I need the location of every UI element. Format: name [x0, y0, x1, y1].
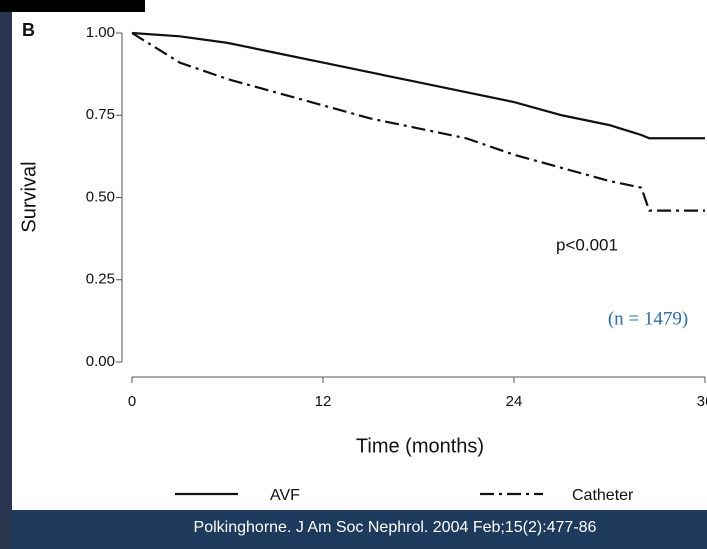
survival-curve [131, 31, 705, 140]
source: Polkinghorne. J Am Soc Nephrol. 2004 Feb… [194, 519, 597, 536]
y-axis-title: Survival [18, 161, 40, 232]
top-strip [0, 0, 145, 12]
x-tick-label: 12 [315, 393, 332, 410]
y-tick-label: 1.00 [86, 24, 115, 41]
source-bar [12, 510, 707, 549]
p-value: p<0.001 [556, 235, 618, 254]
panel-label: B [22, 20, 35, 40]
x-tick-label: 36 [697, 393, 707, 410]
y-tick-label: 0.25 [86, 271, 115, 288]
x-tick-label: 0 [128, 393, 136, 410]
y-tick-label: 0.75 [86, 106, 115, 123]
legend-label: AVF [270, 487, 300, 504]
x-axis-title: Time (months) [356, 435, 484, 457]
survival-curve [131, 32, 705, 212]
y-tick-label: 0.50 [86, 188, 115, 205]
sample-size: (n = 1479) [608, 308, 688, 329]
x-tick-label: 24 [506, 393, 523, 410]
legend-label: Catheter [572, 487, 634, 504]
left-strip [0, 0, 12, 549]
y-tick-label: 0.00 [86, 353, 115, 370]
